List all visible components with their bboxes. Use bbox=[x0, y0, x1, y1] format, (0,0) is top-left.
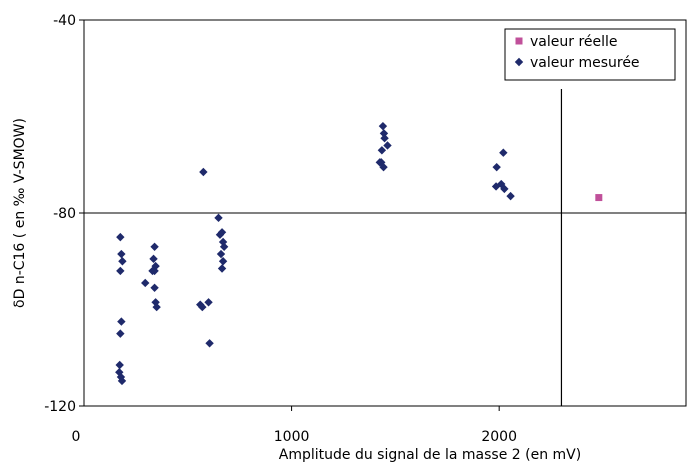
data-point bbox=[205, 339, 214, 348]
legend-label: valeur mesurée bbox=[530, 55, 640, 71]
axes: -40 -80 -120 0 1000 2000 bbox=[44, 13, 517, 445]
data-point bbox=[115, 360, 124, 370]
data-point bbox=[117, 249, 126, 259]
data-point bbox=[150, 283, 159, 292]
data-point bbox=[149, 254, 158, 264]
legend-box bbox=[504, 28, 676, 81]
x-tick-label: 2000 bbox=[481, 429, 517, 445]
data-point bbox=[117, 376, 127, 386]
data-points bbox=[115, 121, 603, 386]
legend-marker bbox=[515, 37, 523, 45]
data-point bbox=[150, 242, 159, 251]
x-tick-label: 1000 bbox=[274, 429, 310, 445]
legend-label: valeur réelle bbox=[530, 34, 618, 50]
data-point bbox=[216, 249, 226, 259]
data-point bbox=[204, 298, 213, 307]
x-axis-title: Amplitude du signal de la masse 2 (en mV… bbox=[279, 447, 581, 463]
data-point bbox=[499, 148, 508, 157]
data-point bbox=[152, 302, 161, 312]
data-point bbox=[148, 266, 157, 276]
data-point bbox=[218, 257, 228, 266]
data-point bbox=[383, 141, 392, 150]
y-tick-label: -40 bbox=[53, 13, 76, 29]
data-point bbox=[506, 191, 515, 201]
data-point bbox=[217, 264, 227, 273]
y-axis-title: δD n-C16 ( en ‰ V-SMOW) bbox=[12, 118, 28, 308]
data-point bbox=[379, 162, 388, 172]
data-point bbox=[377, 146, 387, 155]
data-point bbox=[116, 329, 125, 338]
data-point bbox=[217, 228, 227, 237]
data-point bbox=[219, 242, 229, 251]
data-point bbox=[141, 278, 150, 288]
data-point bbox=[198, 302, 207, 312]
data-point bbox=[199, 167, 208, 177]
data-point bbox=[595, 194, 603, 202]
data-point bbox=[380, 134, 389, 143]
data-point bbox=[378, 121, 388, 131]
y-tick-label: -120 bbox=[44, 399, 76, 415]
x-tick-label: 0 bbox=[72, 429, 81, 445]
data-point bbox=[116, 232, 125, 242]
data-point bbox=[379, 129, 389, 138]
data-point bbox=[116, 266, 125, 276]
y-tick-label: -80 bbox=[53, 206, 76, 222]
data-point bbox=[492, 162, 501, 172]
data-point bbox=[500, 184, 509, 194]
data-point bbox=[117, 317, 126, 326]
legend-marker bbox=[514, 57, 524, 67]
data-point bbox=[118, 257, 127, 266]
data-point bbox=[214, 213, 223, 223]
legend: valeur réelle valeur mesurée bbox=[504, 28, 676, 81]
